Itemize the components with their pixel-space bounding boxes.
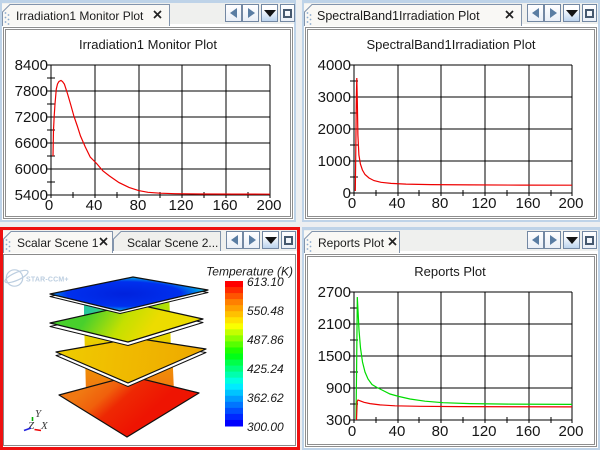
svg-text:Y: Y: [35, 408, 43, 420]
svg-text:900: 900: [326, 380, 351, 397]
svg-text:160: 160: [515, 195, 540, 212]
svg-text:2700: 2700: [318, 284, 351, 301]
svg-text:SpectralBand1Irradiation Plot: SpectralBand1Irradiation Plot: [366, 37, 535, 52]
svg-text:Temperature (K): Temperature (K): [206, 265, 293, 279]
svg-text:0: 0: [343, 185, 351, 202]
svg-text:613.10: 613.10: [247, 275, 284, 289]
svg-text:80: 80: [130, 197, 147, 214]
svg-text:5400: 5400: [15, 187, 48, 204]
svg-text:2100: 2100: [318, 316, 351, 333]
svg-text:300.00: 300.00: [247, 420, 284, 434]
svg-text:40: 40: [389, 423, 406, 440]
svg-text:3000: 3000: [318, 89, 351, 106]
svg-text:Reports Plot: Reports Plot: [414, 264, 486, 279]
svg-text:120: 120: [168, 197, 193, 214]
svg-text:300: 300: [326, 412, 351, 429]
svg-text:2000: 2000: [318, 121, 351, 138]
svg-text:STAR-CCM+: STAR-CCM+: [26, 277, 69, 284]
svg-text:1000: 1000: [318, 153, 351, 170]
svg-text:Irradiation1 Monitor Plot: Irradiation1 Monitor Plot: [79, 37, 217, 52]
svg-text:160: 160: [515, 423, 540, 440]
svg-text:Z: Z: [28, 420, 35, 432]
svg-text:0: 0: [348, 195, 356, 212]
svg-text:200: 200: [558, 423, 583, 440]
svg-text:120: 120: [471, 423, 496, 440]
svg-text:8400: 8400: [15, 57, 48, 74]
svg-text:487.86: 487.86: [247, 333, 284, 347]
svg-text:80: 80: [432, 195, 449, 212]
svg-text:550.48: 550.48: [247, 304, 284, 318]
svg-text:425.24: 425.24: [247, 362, 284, 376]
svg-text:6000: 6000: [15, 161, 48, 178]
svg-text:4000: 4000: [318, 57, 351, 74]
svg-text:40: 40: [86, 197, 103, 214]
svg-text:X: X: [40, 420, 49, 432]
svg-text:120: 120: [471, 195, 496, 212]
svg-text:7200: 7200: [15, 109, 48, 126]
svg-text:1500: 1500: [318, 348, 351, 365]
svg-text:7800: 7800: [15, 83, 48, 100]
svg-text:160: 160: [212, 197, 237, 214]
svg-text:80: 80: [432, 423, 449, 440]
svg-text:0: 0: [348, 423, 356, 440]
svg-text:0: 0: [45, 197, 53, 214]
svg-text:200: 200: [256, 197, 281, 214]
svg-text:6600: 6600: [15, 135, 48, 152]
svg-text:362.62: 362.62: [247, 391, 284, 405]
svg-text:200: 200: [558, 195, 583, 212]
svg-text:40: 40: [389, 195, 406, 212]
